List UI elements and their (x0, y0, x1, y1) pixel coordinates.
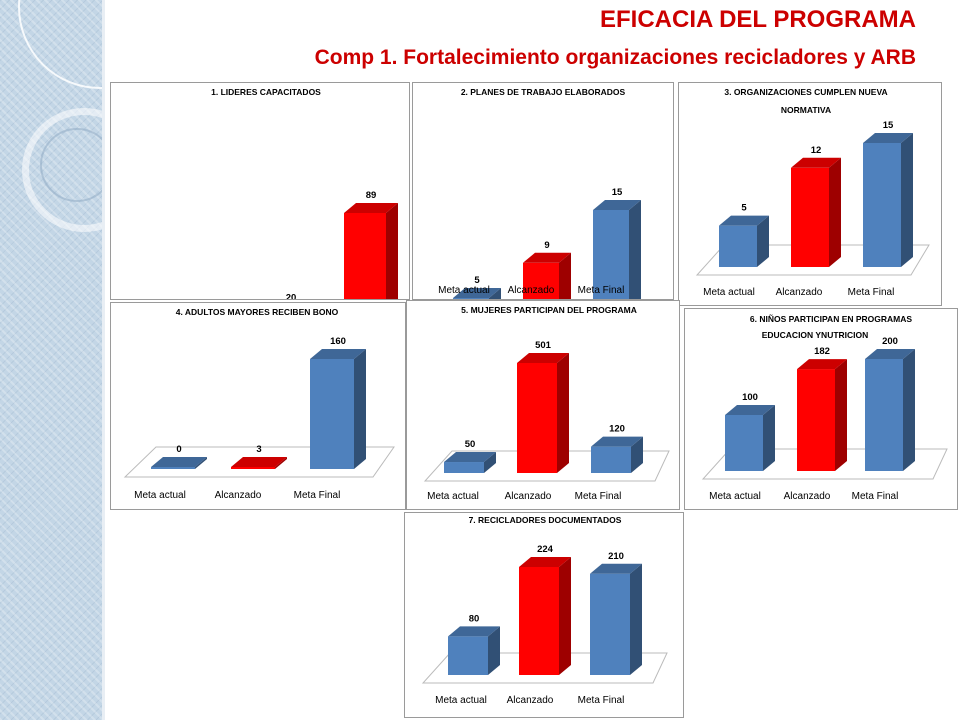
data-label: 15 (883, 120, 894, 131)
chart-1-svg: 1. LIDERES CAPACITADOS20Meta actual89Alc… (211, 87, 398, 299)
bar-meta-final (310, 349, 366, 469)
bar-alcanzado (344, 203, 398, 299)
category-label: Meta Final (848, 287, 895, 298)
chart-4-svg: 4. ADULTOS MAYORES RECIBEN BONO 0 Meta act… (123, 307, 395, 501)
data-label: 210 (608, 551, 624, 562)
chart-panel-1: 1. LIDERES CAPACITADOS20Meta actual89Alc… (110, 82, 410, 300)
bar-meta-actual (448, 626, 500, 675)
data-label: 5 (474, 275, 480, 286)
category-label: Meta actual (438, 285, 490, 296)
chart-6-svg: 6. NIÑOS PARTICIPAN EN PROGRAMAS EDUCACIO… (701, 314, 948, 502)
category-label: Alcanzado (505, 491, 552, 502)
category-label: Meta actual (134, 490, 186, 501)
category-label: Alcanzado (507, 695, 554, 706)
bar-alcanzado (797, 359, 847, 471)
bar-meta-actual (719, 215, 769, 267)
data-label: 20 (286, 292, 297, 299)
bar-alcanzado (231, 456, 287, 469)
category-label: Meta Final (578, 285, 625, 296)
category-label: Meta Final (575, 491, 622, 502)
category-label: Alcanzado (215, 490, 262, 501)
chart-title: 3. ORGANIZACIONES CUMPLEN NUEVA (724, 87, 887, 97)
data-label: 15 (612, 187, 623, 198)
category-label: Meta actual (703, 287, 755, 298)
chart-floor (421, 652, 668, 684)
slide-title: EFICACIA DEL PROGRAMA (599, 6, 916, 33)
chart-title: 7. RECICLADORES DOCUMENTADOS (469, 515, 622, 525)
chart-5-svg: 5. MUJERES PARTICIPAN DEL PROGRAMA 50 Meta… (423, 305, 670, 502)
chart-7-svg: 7. RECICLADORES DOCUMENTADOS 80 Meta actua… (421, 515, 668, 706)
chart-panel-2: 2. PLANES DE TRABAJO ELABORADOS 5 Meta act… (412, 82, 674, 300)
chart-title: 5. MUJERES PARTICIPAN DEL PROGRAMA (461, 305, 637, 315)
data-label: 224 (537, 544, 554, 555)
category-label: Meta actual (709, 491, 761, 502)
chart-panel-3: 3. ORGANIZACIONES CUMPLEN NUEVA NORMATIVA… (678, 82, 942, 306)
bar-meta-actual (151, 457, 207, 469)
decorative-side-panel (0, 0, 105, 720)
decorative-ring-medium (22, 108, 105, 232)
bar-alcanzado (791, 157, 841, 267)
bar-meta-actual (725, 405, 775, 471)
category-label: Meta Final (578, 695, 625, 706)
category-label: Meta actual (427, 491, 479, 502)
data-label: 89 (366, 190, 377, 201)
chart-3-svg: 3. ORGANIZACIONES CUMPLEN NUEVA NORMATIVA… (695, 87, 930, 298)
bar-alcanzado (523, 252, 571, 299)
bar-meta-actual (444, 452, 496, 473)
bar-meta-final (590, 563, 642, 675)
data-label: 12 (811, 145, 822, 156)
data-label: 0 (176, 444, 181, 455)
chart-panel-4: 4. ADULTOS MAYORES RECIBEN BONO 0 Meta act… (110, 302, 406, 510)
category-label: Alcanzado (508, 285, 555, 296)
data-label: 182 (814, 346, 830, 357)
category-label: Meta Final (294, 490, 341, 501)
chart-title: NORMATIVA (781, 105, 831, 115)
chart-title: 2. PLANES DE TRABAJO ELABORADOS (461, 87, 626, 97)
chart-floor (123, 446, 395, 478)
category-label: Meta actual (435, 695, 487, 706)
decorative-ring-large (18, 0, 105, 89)
chart-title: EDUCACION YNUTRICION (762, 330, 869, 340)
data-label: 160 (330, 336, 346, 347)
data-label: 5 (741, 203, 747, 214)
bar-meta-final (865, 349, 915, 471)
chart-floor (695, 244, 930, 276)
chart-panel-5: 5. MUJERES PARTICIPAN DEL PROGRAMA 50 Meta… (406, 300, 680, 510)
data-label: 100 (742, 392, 758, 403)
category-label: Alcanzado (776, 287, 823, 298)
data-label: 80 (469, 613, 480, 624)
category-label: Meta Final (852, 491, 899, 502)
chart-panel-7: 7. RECICLADORES DOCUMENTADOS 80 Meta actua… (404, 512, 684, 718)
data-label: 9 (544, 240, 549, 251)
chart-panel-6: 6. NIÑOS PARTICIPAN EN PROGRAMAS EDUCACIO… (684, 308, 958, 510)
chart-title: 6. NIÑOS PARTICIPAN EN PROGRAMAS (750, 314, 912, 324)
chart-floor (423, 450, 670, 482)
bar-meta-final (593, 200, 641, 299)
chart-floor (701, 448, 948, 480)
data-label: 3 (256, 444, 261, 455)
bar-alcanzado (517, 353, 569, 473)
bar-alcanzado (519, 557, 571, 675)
data-label: 120 (609, 424, 625, 435)
chart-title: 4. ADULTOS MAYORES RECIBEN BONO (176, 307, 339, 317)
category-label: Alcanzado (784, 491, 831, 502)
decorative-ring-small (40, 128, 105, 202)
chart-title: 1. LIDERES CAPACITADOS (211, 87, 321, 97)
bar-meta-actual (453, 288, 501, 299)
bar-meta-final (591, 436, 643, 473)
slide-subtitle: Comp 1. Fortalecimiento organizaciones r… (314, 46, 916, 69)
data-label: 200 (882, 336, 898, 347)
data-label: 50 (465, 439, 476, 450)
data-label: 501 (535, 340, 552, 351)
bar-meta-final (863, 133, 913, 267)
